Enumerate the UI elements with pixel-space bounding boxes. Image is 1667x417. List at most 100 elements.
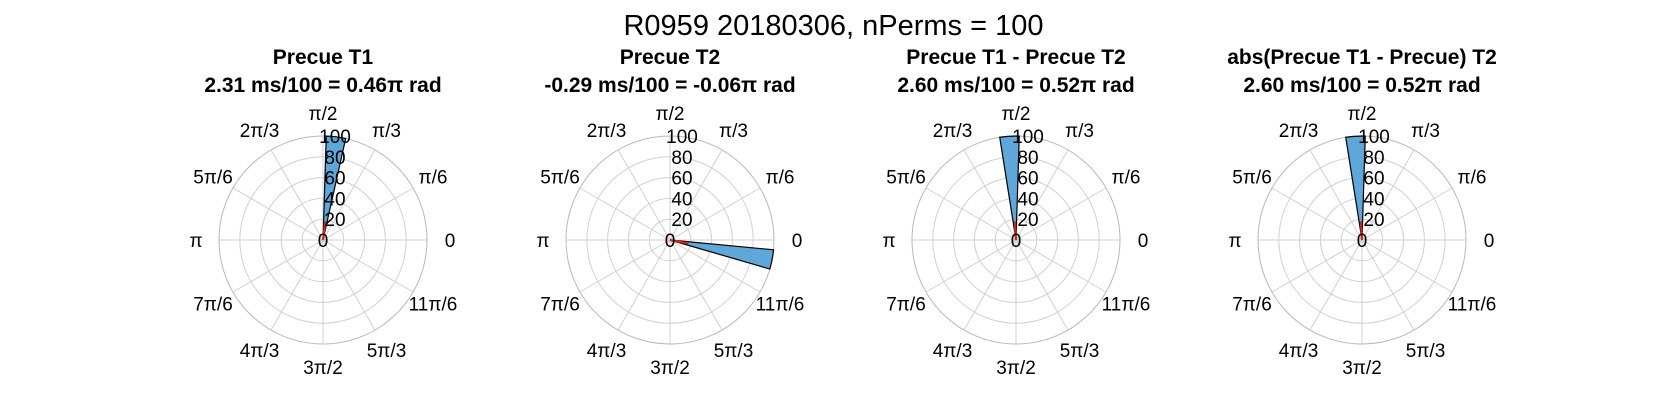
r-tick-label: 20 bbox=[1363, 210, 1384, 231]
grid-spoke bbox=[1361, 149, 1415, 241]
theta-tick-label: 4π/3 bbox=[240, 341, 280, 362]
theta-tick-label: 4π/3 bbox=[933, 341, 973, 362]
theta-tick-label: π bbox=[536, 231, 549, 252]
r-tick-label: 0 bbox=[1011, 231, 1022, 252]
grid-spoke bbox=[925, 239, 1017, 293]
theta-tick-label: π bbox=[1228, 231, 1241, 252]
r-tick-label: 100 bbox=[319, 127, 351, 148]
theta-tick-label: 7π/6 bbox=[540, 295, 580, 316]
r-tick-label: 60 bbox=[324, 169, 345, 190]
chart-subtitle: 2.31 ms/100 = 0.46π rad bbox=[204, 74, 441, 97]
theta-tick-label: 3π/2 bbox=[1342, 358, 1382, 379]
r-tick-label: 100 bbox=[666, 127, 698, 148]
polar-chart-1: Precue T1 2.31 ms/100 = 0.46π rad 0 π/6 π/3 π… bbox=[189, 46, 457, 379]
grid-spoke bbox=[963, 149, 1017, 241]
chart-title: Precue T1 bbox=[273, 46, 374, 69]
grid-spoke bbox=[963, 239, 1017, 331]
grid-spoke bbox=[1015, 239, 1107, 293]
grid-spoke bbox=[1271, 239, 1363, 293]
mean-vector bbox=[321, 221, 327, 241]
theta-tick-label: 0 bbox=[1484, 231, 1495, 252]
theta-tick-label: 3π/2 bbox=[996, 358, 1036, 379]
mean-vector bbox=[1359, 221, 1364, 241]
theta-tick-label: π/3 bbox=[1411, 121, 1440, 142]
grid-spoke bbox=[232, 187, 324, 241]
r-tick-label: 60 bbox=[671, 169, 692, 190]
grid-spoke bbox=[1361, 187, 1453, 241]
theta-tick-label: π/6 bbox=[1458, 168, 1487, 189]
r-tick-label: 40 bbox=[671, 189, 692, 210]
grid-spoke bbox=[270, 239, 324, 331]
grid-spoke bbox=[322, 187, 414, 241]
chart-subtitle: -0.29 ms/100 = -0.06π rad bbox=[544, 74, 795, 97]
theta-tick-label: π/2 bbox=[656, 104, 685, 125]
r-tick-label: 20 bbox=[671, 210, 692, 231]
grid-spoke bbox=[669, 239, 761, 293]
theta-tick-label: π/3 bbox=[719, 121, 748, 142]
grid-spoke bbox=[1015, 149, 1069, 241]
mean-vector bbox=[669, 238, 689, 245]
theta-tick-label: π/6 bbox=[1112, 168, 1141, 189]
r-tick-label: 20 bbox=[1017, 210, 1038, 231]
polar-chart-3: Precue T1 - Precue T2 2.60 ms/100 = 0.52π… bbox=[882, 46, 1150, 379]
grid-spoke bbox=[669, 187, 761, 241]
theta-tick-label: 11π/6 bbox=[409, 295, 458, 316]
grid-spoke bbox=[579, 187, 671, 241]
grid-spoke bbox=[1271, 187, 1363, 241]
histogram-bin bbox=[1345, 135, 1366, 241]
theta-tick-label: 5π/6 bbox=[1232, 168, 1272, 189]
grid-spoke bbox=[669, 149, 723, 241]
mean-vector bbox=[1013, 221, 1018, 241]
grid-spoke bbox=[1309, 239, 1363, 331]
grid-spoke bbox=[617, 239, 671, 331]
r-tick-label: 80 bbox=[1363, 148, 1384, 169]
theta-tick-label: 11π/6 bbox=[1448, 295, 1497, 316]
theta-tick-label: 2π/3 bbox=[240, 121, 280, 142]
grid-spoke bbox=[270, 149, 324, 241]
theta-tick-label: 2π/3 bbox=[933, 121, 973, 142]
grid-spoke bbox=[925, 187, 1017, 241]
r-tick-label: 0 bbox=[1357, 231, 1368, 252]
r-tick-label: 60 bbox=[1017, 169, 1038, 190]
grid-spoke bbox=[1361, 239, 1453, 293]
r-tick-label: 40 bbox=[1363, 189, 1384, 210]
theta-tick-label: 11π/6 bbox=[756, 295, 805, 316]
theta-tick-label: π bbox=[189, 231, 202, 252]
histogram-bin bbox=[669, 239, 775, 270]
theta-tick-label: 5π/6 bbox=[193, 168, 233, 189]
theta-tick-label: 5π/6 bbox=[540, 168, 580, 189]
theta-tick-label: π/2 bbox=[1002, 104, 1031, 125]
theta-tick-label: 7π/6 bbox=[193, 295, 233, 316]
grid-spoke bbox=[322, 239, 376, 331]
theta-tick-label: 4π/3 bbox=[587, 341, 627, 362]
grid-spoke bbox=[1309, 149, 1363, 241]
r-tick-label: 100 bbox=[1358, 127, 1390, 148]
theta-tick-label: 5π/3 bbox=[1060, 341, 1100, 362]
chart-subtitle: 2.60 ms/100 = 0.52π rad bbox=[1243, 74, 1480, 97]
r-tick-label: 40 bbox=[324, 189, 345, 210]
grid-spoke bbox=[579, 239, 671, 293]
r-tick-label: 0 bbox=[318, 231, 329, 252]
theta-tick-label: 2π/3 bbox=[1279, 121, 1319, 142]
histogram-bin bbox=[322, 135, 347, 241]
chart-title: Precue T2 bbox=[620, 46, 720, 69]
grid-spoke bbox=[1015, 187, 1107, 241]
r-tick-label: 80 bbox=[671, 148, 692, 169]
theta-tick-label: 11π/6 bbox=[1102, 295, 1151, 316]
theta-tick-label: 2π/3 bbox=[587, 121, 627, 142]
grid-spoke bbox=[617, 149, 671, 241]
theta-tick-label: π bbox=[882, 231, 895, 252]
grid-spoke bbox=[322, 239, 414, 293]
figure-suptitle: R0959 20180306, nPerms = 100 bbox=[623, 10, 1044, 42]
theta-tick-label: 5π/6 bbox=[886, 168, 926, 189]
grid-spoke bbox=[1361, 239, 1415, 331]
theta-tick-label: π/6 bbox=[766, 168, 795, 189]
r-tick-label: 80 bbox=[324, 148, 345, 169]
chart-title: abs(Precue T1 - Precue) T2 bbox=[1227, 46, 1497, 69]
theta-tick-label: 4π/3 bbox=[1279, 341, 1319, 362]
polar-chart-4: abs(Precue T1 - Precue) T2 2.60 ms/100 = … bbox=[1227, 46, 1497, 379]
r-tick-label: 20 bbox=[324, 210, 345, 231]
r-tick-label: 40 bbox=[1017, 189, 1038, 210]
theta-tick-label: 5π/3 bbox=[1406, 341, 1446, 362]
theta-tick-label: 7π/6 bbox=[886, 295, 926, 316]
